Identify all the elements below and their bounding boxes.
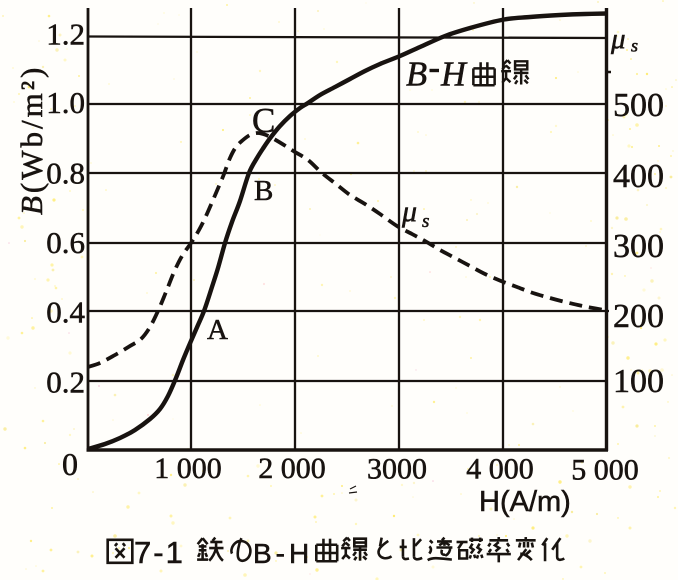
svg-text:s: s — [631, 36, 638, 56]
svg-text:300: 300 — [613, 228, 664, 265]
svg-text:s: s — [422, 211, 429, 232]
svg-text:0.8: 0.8 — [46, 156, 85, 191]
svg-text:μ: μ — [401, 195, 417, 228]
svg-text:0: 0 — [62, 446, 78, 482]
svg-text:500: 500 — [613, 87, 664, 124]
svg-text:1.2: 1.2 — [46, 17, 85, 52]
svg-text:5 000: 5 000 — [571, 454, 639, 487]
svg-text:1.0: 1.0 — [46, 85, 85, 120]
svg-text:C: C — [252, 101, 275, 140]
svg-text:7-1: 7-1 — [134, 535, 185, 570]
svg-text:4 000: 4 000 — [466, 453, 534, 486]
svg-text:B-H: B-H — [253, 538, 313, 569]
svg-text:2 000: 2 000 — [258, 452, 326, 485]
svg-text:B: B — [406, 56, 427, 94]
svg-text:B(Wb/m²): B(Wb/m²) — [14, 65, 49, 215]
svg-text:0.6: 0.6 — [46, 225, 85, 260]
svg-text:100: 100 — [613, 363, 664, 400]
svg-text:A: A — [207, 314, 228, 346]
svg-text:B: B — [254, 175, 273, 207]
svg-text:H(A/m): H(A/m) — [479, 486, 571, 518]
svg-text:1 000: 1 000 — [154, 452, 222, 485]
svg-text:μ: μ — [610, 23, 626, 55]
svg-text:0.4: 0.4 — [46, 295, 85, 330]
svg-text:3000: 3000 — [367, 453, 427, 486]
svg-text:0.2: 0.2 — [46, 365, 85, 400]
svg-text:200: 200 — [613, 298, 664, 335]
svg-text:H: H — [440, 56, 468, 94]
svg-text:400: 400 — [613, 158, 664, 195]
